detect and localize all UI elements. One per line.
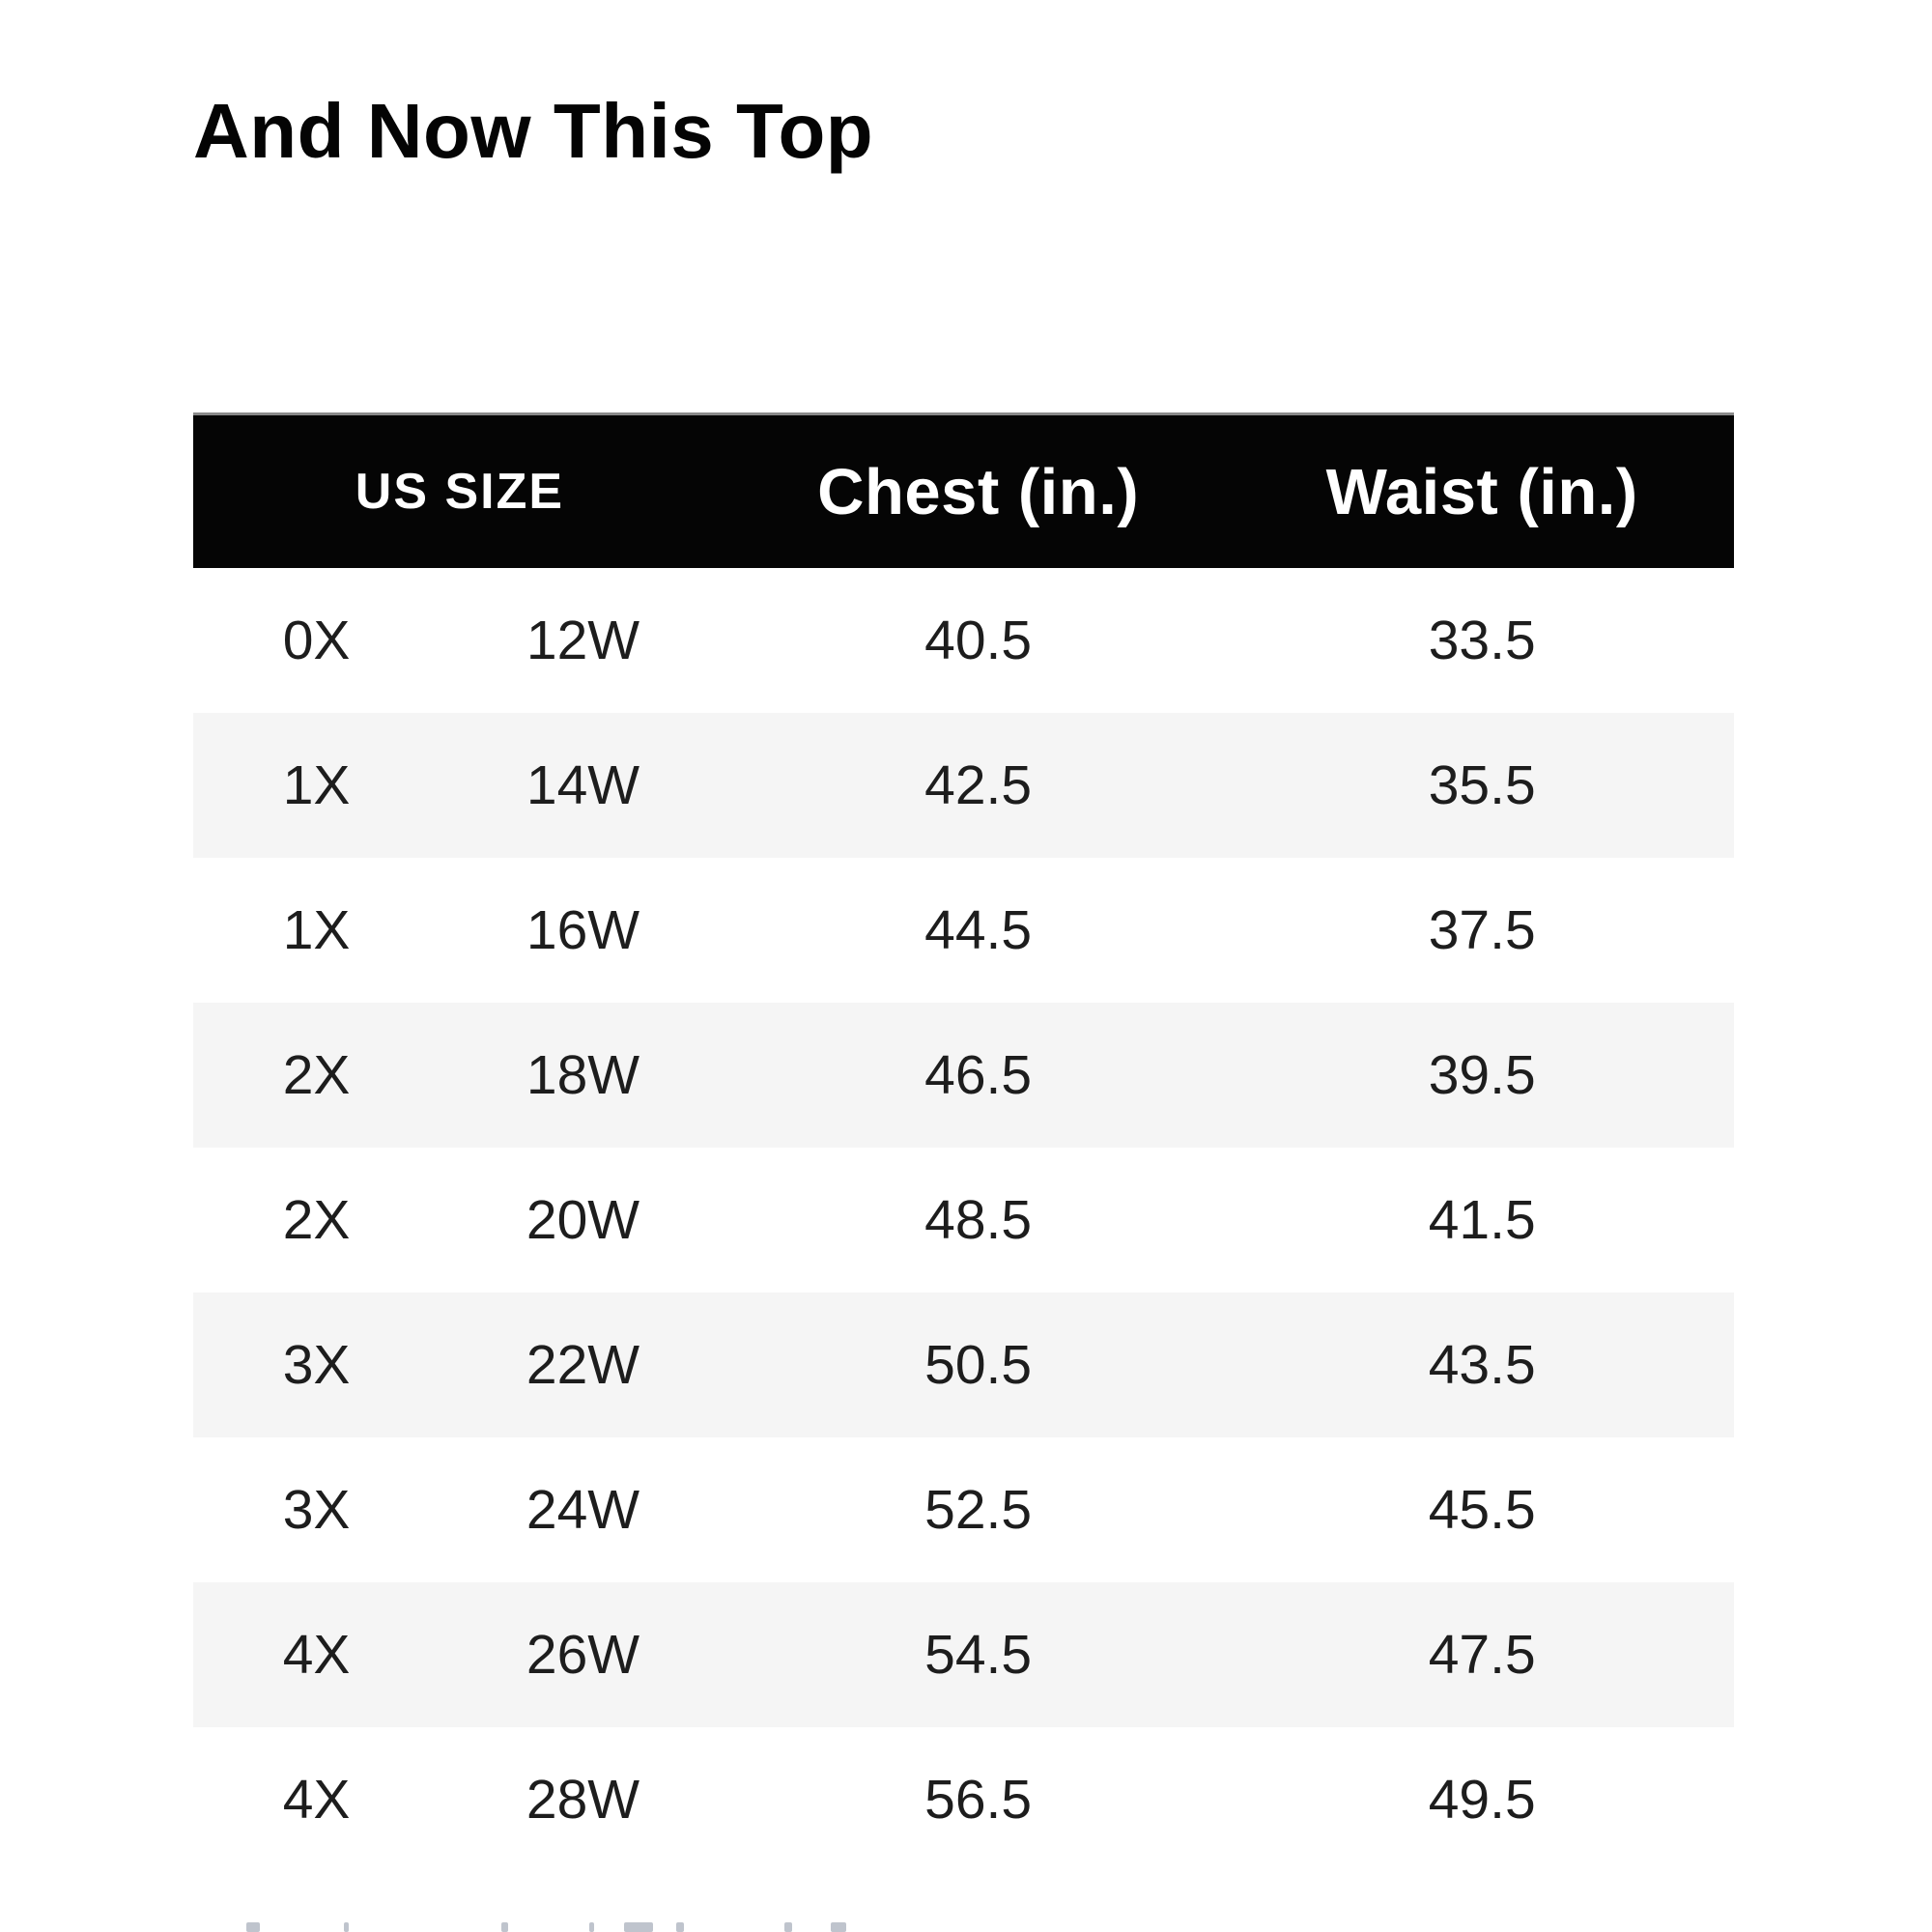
cell-chest: 48.5 — [924, 1189, 1033, 1251]
table-row: 2X 20W 48.5 41.5 — [193, 1148, 1734, 1293]
cell-w-size: 16W — [526, 899, 640, 961]
table-row: 1X 14W 42.5 35.5 — [193, 713, 1734, 858]
cell-size-label: 2X — [282, 1189, 351, 1251]
cell-chest: 40.5 — [924, 610, 1033, 671]
cell-size-label: 4X — [282, 1624, 351, 1686]
header-cell-chest: Chest (in.) — [817, 455, 1140, 528]
cell-w-size: 24W — [526, 1479, 640, 1541]
size-table-body: 0X 12W 40.5 33.5 1X 14W 42.5 35.5 1X 16W… — [193, 568, 1734, 1872]
cell-size-label: 0X — [282, 610, 351, 671]
cell-waist: 37.5 — [1428, 899, 1536, 961]
table-row: 4X 28W 56.5 49.5 — [193, 1727, 1734, 1872]
table-row: 2X 18W 46.5 39.5 — [193, 1003, 1734, 1148]
table-row: 4X 26W 54.5 47.5 — [193, 1582, 1734, 1727]
cell-w-size: 14W — [526, 754, 640, 816]
cell-chest: 52.5 — [924, 1479, 1033, 1541]
header-cell-us-size: US SIZE — [355, 464, 565, 520]
cell-chest: 50.5 — [924, 1334, 1033, 1396]
table-header-row: US SIZE Chest (in.) Waist (in.) — [193, 412, 1734, 568]
table-row: 3X 22W 50.5 43.5 — [193, 1293, 1734, 1437]
cell-waist: 43.5 — [1428, 1334, 1536, 1396]
cell-waist: 33.5 — [1428, 610, 1536, 671]
cell-w-size: 18W — [526, 1044, 640, 1106]
cell-chest: 42.5 — [924, 754, 1033, 816]
cell-chest: 44.5 — [924, 899, 1033, 961]
cell-waist: 47.5 — [1428, 1624, 1536, 1686]
cell-waist: 41.5 — [1428, 1189, 1536, 1251]
table-row: 3X 24W 52.5 45.5 — [193, 1437, 1734, 1582]
page-title: And Now This Top — [193, 88, 874, 174]
cell-w-size: 28W — [526, 1769, 640, 1831]
cell-size-label: 4X — [282, 1769, 351, 1831]
cell-chest: 54.5 — [924, 1624, 1033, 1686]
cell-chest: 46.5 — [924, 1044, 1033, 1106]
cell-waist: 39.5 — [1428, 1044, 1536, 1106]
cell-size-label: 2X — [282, 1044, 351, 1106]
cell-size-label: 3X — [282, 1334, 351, 1396]
cell-waist: 49.5 — [1428, 1769, 1536, 1831]
cell-w-size: 26W — [526, 1624, 640, 1686]
cell-chest: 56.5 — [924, 1769, 1033, 1831]
clipped-text-fragment — [0, 1922, 1932, 1932]
table-row: 0X 12W 40.5 33.5 — [193, 568, 1734, 713]
cell-w-size: 20W — [526, 1189, 640, 1251]
size-table: US SIZE Chest (in.) Waist (in.) 0X 12W 4… — [193, 412, 1734, 1872]
cell-w-size: 12W — [526, 610, 640, 671]
cell-waist: 45.5 — [1428, 1479, 1536, 1541]
header-cell-waist: Waist (in.) — [1325, 455, 1638, 528]
cell-size-label: 3X — [282, 1479, 351, 1541]
cell-size-label: 1X — [282, 754, 351, 816]
table-row: 1X 16W 44.5 37.5 — [193, 858, 1734, 1003]
cell-w-size: 22W — [526, 1334, 640, 1396]
cell-waist: 35.5 — [1428, 754, 1536, 816]
cell-size-label: 1X — [282, 899, 351, 961]
